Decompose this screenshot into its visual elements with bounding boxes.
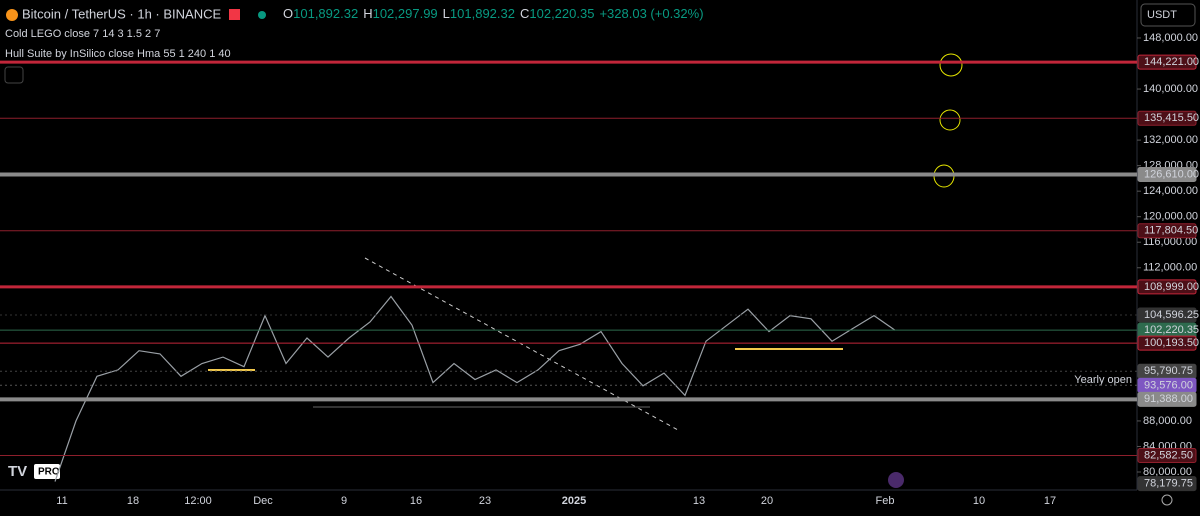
price-label-bg: [1137, 279, 1197, 295]
x-tick-label: 10: [973, 495, 985, 507]
price-label-bg: [1137, 223, 1197, 239]
price-label: 108,999.00: [1144, 281, 1199, 293]
y-tick-label: 120,000.00: [1143, 211, 1198, 223]
y-tick-label: 88,000.00: [1143, 415, 1192, 427]
ohlc-high: 102,297.99: [373, 6, 438, 21]
ohlc-low-label: L: [443, 6, 450, 21]
ohlc-close-label: C: [520, 6, 529, 21]
price-label: 117,804.50: [1144, 225, 1198, 237]
ohlc-low: 101,892.32: [450, 6, 515, 21]
indicator[interactable]: Cold LEGO close 7 14 3 1.5 2 7: [5, 28, 160, 40]
price-label-bg: [1137, 391, 1197, 407]
x-tick-label: 9: [341, 495, 347, 507]
price-label-bg: [1137, 167, 1197, 183]
y-tick-label: 140,000.00: [1143, 83, 1198, 95]
price-label: 144,221.00: [1144, 56, 1199, 68]
price-line: [54, 295, 896, 482]
price-label: 102,220.35: [1144, 324, 1199, 336]
logo: TV: [8, 463, 27, 480]
price-label: 93,576.00: [1144, 379, 1193, 391]
flag[interactable]: [229, 9, 240, 20]
price-label-bg: [1137, 54, 1197, 70]
price-label-bg: [1137, 110, 1197, 126]
flash-icon[interactable]: [888, 472, 904, 488]
price-label-bg: [1137, 335, 1197, 351]
ohlc-high-label: H: [363, 6, 372, 21]
ohlc-text: O101,892.32 H102,297.99 L101,892.32 C102,22…: [283, 6, 704, 21]
x-tick-label: Dec: [253, 495, 273, 507]
price-label-bg: [1137, 307, 1197, 323]
x-tick-label: 18: [127, 495, 139, 507]
price-label-bg: [1137, 476, 1197, 492]
annotation-circle: [939, 109, 961, 131]
ohlc-open: 101,892.32: [293, 6, 358, 21]
y-tick-label: 132,000.00: [1143, 134, 1198, 146]
symbol: Bitcoin / TetherUS · 1h · BINANCE: [22, 6, 221, 21]
collapse-button[interactable]: [4, 66, 24, 84]
x-tick-label: 2025: [562, 495, 586, 507]
y-tick-label: 116,000.00: [1143, 236, 1197, 248]
price-label-bg: [1137, 448, 1197, 464]
currency[interactable]: USDT: [1147, 9, 1177, 21]
y-tick-label: 124,000.00: [1143, 185, 1198, 197]
price-label: 82,582.50: [1144, 449, 1193, 461]
price-label: 78,179.75: [1144, 478, 1193, 490]
x-tick-label: 20: [761, 495, 773, 507]
x-tick-label: 12:00: [184, 495, 212, 507]
x-tick-label: 17: [1044, 495, 1056, 507]
x-tick-label: 13: [693, 495, 705, 507]
price-label: 95,790.75: [1144, 365, 1193, 377]
ohlc-close: 102,220.35: [529, 6, 594, 21]
indicator[interactable]: Hull Suite by InSilico close Hma 55 1 24…: [5, 48, 231, 60]
market-status: [258, 11, 266, 19]
price-label: 91,388.00: [1144, 393, 1193, 405]
x-tick-label: Feb: [876, 495, 895, 507]
y-tick-label: 148,000.00: [1143, 32, 1198, 44]
ohlc: O101,892.32 H102,297.99 L101,892.32 C102,22…: [283, 6, 704, 21]
yearly-open-label: Yearly open: [1074, 374, 1132, 386]
y-tick-label: 112,000.00: [1143, 262, 1197, 274]
x-tick-label: 16: [410, 495, 422, 507]
price-label: 126,610.00: [1144, 168, 1199, 180]
currency-button[interactable]: [1140, 3, 1196, 27]
coin-icon: [6, 9, 18, 21]
ohlc-open-label: O: [283, 6, 293, 21]
settings-icon[interactable]: [1161, 494, 1173, 506]
x-tick-label: 11: [56, 495, 67, 507]
price-label: 104,596.25: [1144, 309, 1199, 321]
y-tick-label: 80,000.00: [1143, 466, 1192, 478]
badge-bg: [34, 464, 60, 479]
annotation-circle: [939, 53, 963, 77]
price-label: 135,415.50: [1144, 112, 1199, 124]
badge: PRO: [38, 467, 60, 478]
price-label: 100,193.50: [1144, 337, 1199, 349]
ohlc-change: +328.03 (+0.32%): [599, 6, 703, 21]
x-tick-label: 23: [479, 495, 491, 507]
